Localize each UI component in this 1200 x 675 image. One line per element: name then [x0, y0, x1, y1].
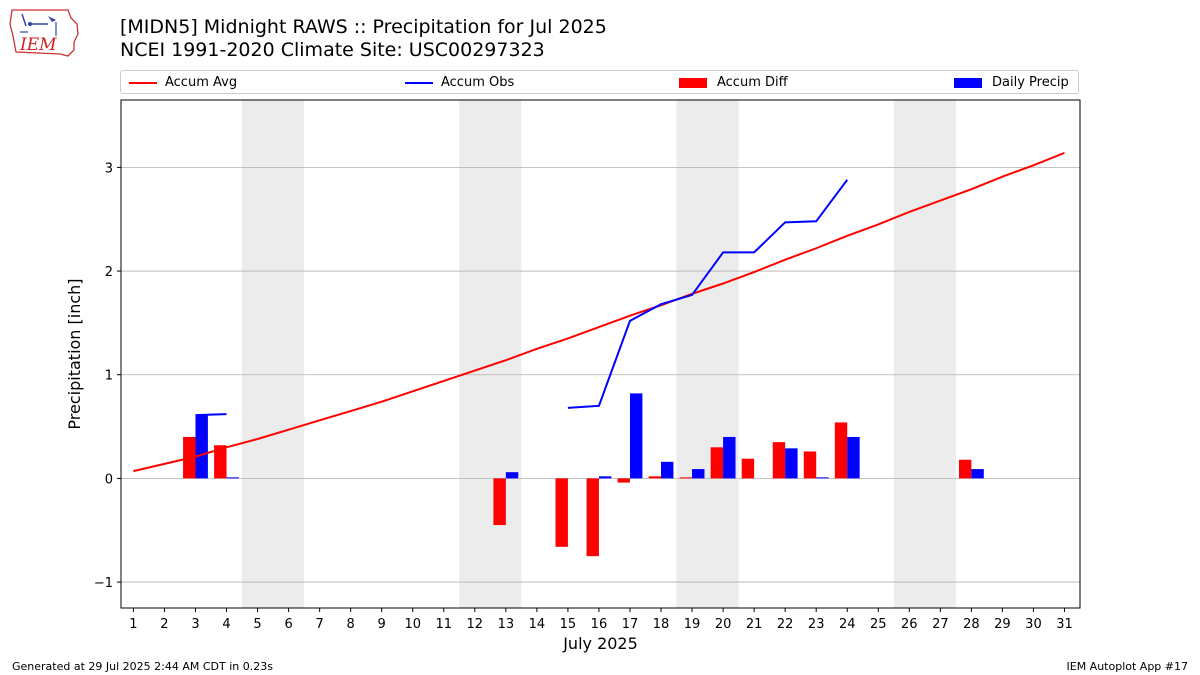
daily-precip-bar — [816, 477, 829, 479]
y-tick-label: 3 — [105, 161, 113, 176]
weekend-shade — [893, 100, 956, 608]
x-tick-label: 17 — [622, 617, 639, 632]
chart-subtitle: NCEI 1991-2020 Climate Site: USC00297323 — [120, 39, 545, 61]
x-tick-label: 7 — [315, 617, 323, 632]
legend-line-swatch — [405, 82, 433, 84]
accum-obs-line — [567, 179, 849, 409]
x-tick-label: 25 — [870, 617, 887, 632]
daily-precip-bar — [598, 476, 612, 479]
x-tick-label: 10 — [404, 617, 421, 632]
accum-diff-bar — [834, 422, 848, 479]
weekend-shade — [676, 100, 739, 608]
x-tick-label: 18 — [653, 617, 670, 632]
x-tick-label: 11 — [435, 617, 452, 632]
x-tick-label: 27 — [932, 617, 949, 632]
x-tick-label: 15 — [560, 617, 577, 632]
daily-precip-bar — [723, 436, 736, 479]
x-tick-label: 13 — [498, 617, 515, 632]
daily-precip-bar — [226, 477, 239, 479]
legend-bar-swatch — [954, 78, 982, 88]
x-tick-label: 30 — [1025, 617, 1042, 632]
app-credit: IEM Autoplot App #17 — [1066, 660, 1189, 673]
x-tick-label: 19 — [684, 617, 701, 632]
y-axis-label: Precipitation [inch] — [65, 278, 84, 429]
y-tick-label: 1 — [105, 369, 113, 384]
y-tick-label: −1 — [94, 576, 113, 591]
chart-title: [MIDN5] Midnight RAWS :: Precipitation f… — [120, 16, 607, 38]
x-tick-label: 20 — [715, 617, 732, 632]
x-tick-label: 4 — [222, 617, 230, 632]
x-tick-label: 29 — [994, 617, 1011, 632]
accum-diff-bar — [214, 445, 227, 479]
accum-diff-bar — [741, 458, 755, 479]
x-tick-label: 21 — [746, 617, 763, 632]
x-tick-label: 8 — [347, 617, 355, 632]
x-tick-label: 23 — [808, 617, 825, 632]
daily-precip-bar — [847, 436, 860, 479]
weekend-shade — [242, 100, 305, 608]
x-tick-label: 16 — [591, 617, 608, 632]
iowa-state-outline-icon: IEM — [9, 9, 79, 57]
x-tick-label: 6 — [284, 617, 292, 632]
x-axis-label: July 2025 — [562, 634, 638, 653]
daily-precip-bar — [195, 415, 208, 479]
accum-obs-line — [195, 413, 227, 417]
x-tick-label: 24 — [839, 617, 856, 632]
x-tick-label: 31 — [1056, 617, 1073, 632]
legend-diff-rect — [679, 78, 707, 88]
daily-precip-bar — [661, 461, 674, 479]
daily-precip-bar — [505, 472, 519, 479]
legend-label: Accum Diff — [717, 75, 788, 90]
plot-frame — [120, 99, 1081, 609]
x-tick-label: 12 — [467, 617, 484, 632]
x-tick-label: 2 — [160, 617, 168, 632]
x-tick-label: 26 — [901, 617, 918, 632]
legend-label: Accum Avg — [165, 75, 238, 90]
x-tick-label: 22 — [777, 617, 794, 632]
x-tick-label: 14 — [529, 617, 546, 632]
accum-diff-bar — [493, 478, 506, 526]
daily-precip-bar — [629, 393, 643, 479]
legend-line-swatch — [129, 82, 157, 84]
weekend-shade — [459, 100, 522, 608]
accum-diff-bar — [958, 459, 972, 479]
accum-diff-bar — [772, 442, 786, 479]
iem-logo: IEM — [8, 6, 80, 58]
accum-diff-bar — [586, 478, 599, 557]
accum-diff-bar — [648, 476, 662, 479]
legend-label: Daily Precip — [992, 75, 1069, 90]
x-tick-label: 5 — [253, 617, 261, 632]
daily-precip-bar — [785, 448, 798, 479]
x-tick-label: 28 — [963, 617, 980, 632]
chart-legend: Accum Avg Accum Obs Accum Diff Daily Pre… — [120, 70, 1079, 94]
daily-precip-bar — [971, 469, 984, 479]
x-tick-label: 1 — [129, 617, 137, 632]
y-tick-label: 0 — [105, 472, 113, 487]
accum-diff-bar — [555, 478, 568, 547]
y-tick-label: 2 — [105, 265, 113, 280]
accum-diff-bar — [617, 478, 630, 483]
x-tick-label: 9 — [378, 617, 386, 632]
logo-text: IEM — [19, 35, 57, 55]
accum-diff-bar — [803, 451, 817, 479]
legend-bar-swatch — [679, 78, 707, 88]
x-tick-label: 3 — [191, 617, 199, 632]
legend-label: Accum Obs — [441, 75, 515, 90]
generated-timestamp: Generated at 29 Jul 2025 2:44 AM CDT in … — [12, 660, 273, 673]
daily-precip-bar — [692, 469, 705, 479]
legend-daily-rect — [954, 78, 982, 88]
accum-diff-bar — [710, 447, 724, 479]
accum-avg-line — [133, 151, 1065, 473]
accum-diff-bar — [679, 477, 693, 479]
